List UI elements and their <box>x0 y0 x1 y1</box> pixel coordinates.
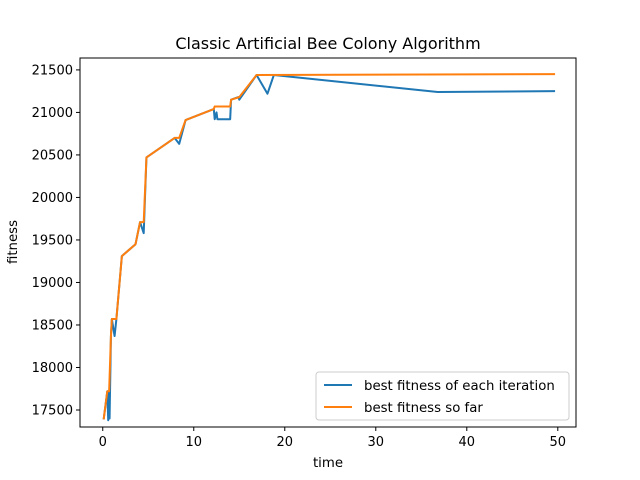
y-tick-label: 19500 <box>32 233 73 248</box>
y-tick-label: 19000 <box>32 276 73 291</box>
x-tick-label: 50 <box>550 435 567 450</box>
x-axis-label: time <box>313 456 343 471</box>
y-tick-label: 18500 <box>32 318 73 333</box>
y-tick-label: 21500 <box>32 63 73 78</box>
plot-lines <box>102 73 556 422</box>
series-line-0 <box>102 74 556 422</box>
x-tick-label: 40 <box>459 435 476 450</box>
x-tick-label: 0 <box>99 435 107 450</box>
x-axis-ticks: 0 10 20 30 40 50 <box>99 427 566 450</box>
legend: best fitness of each iteration best fitn… <box>315 371 570 421</box>
y-axis-label: fitness <box>6 220 21 264</box>
y-tick-label: 20000 <box>32 191 73 206</box>
y-tick-label: 20500 <box>32 148 73 163</box>
y-axis-ticks: 17500 18000 18500 19000 19500 20000 20500 21000… <box>32 63 80 418</box>
x-tick-label: 30 <box>368 435 385 450</box>
legend-label-so-far: best fitness so far <box>364 401 483 416</box>
x-tick-label: 10 <box>185 435 202 450</box>
legend-box <box>315 371 570 421</box>
legend-label-each-iteration: best fitness of each iteration <box>364 379 555 394</box>
plot-frame <box>79 57 577 428</box>
chart-title: Classic Artificial Bee Colony Algorithm <box>175 34 480 53</box>
y-tick-label: 17500 <box>32 403 73 418</box>
y-tick-label: 18000 <box>32 361 73 376</box>
x-tick-label: 20 <box>276 435 293 450</box>
series-line-1 <box>102 73 556 420</box>
y-tick-label: 21000 <box>32 106 73 121</box>
